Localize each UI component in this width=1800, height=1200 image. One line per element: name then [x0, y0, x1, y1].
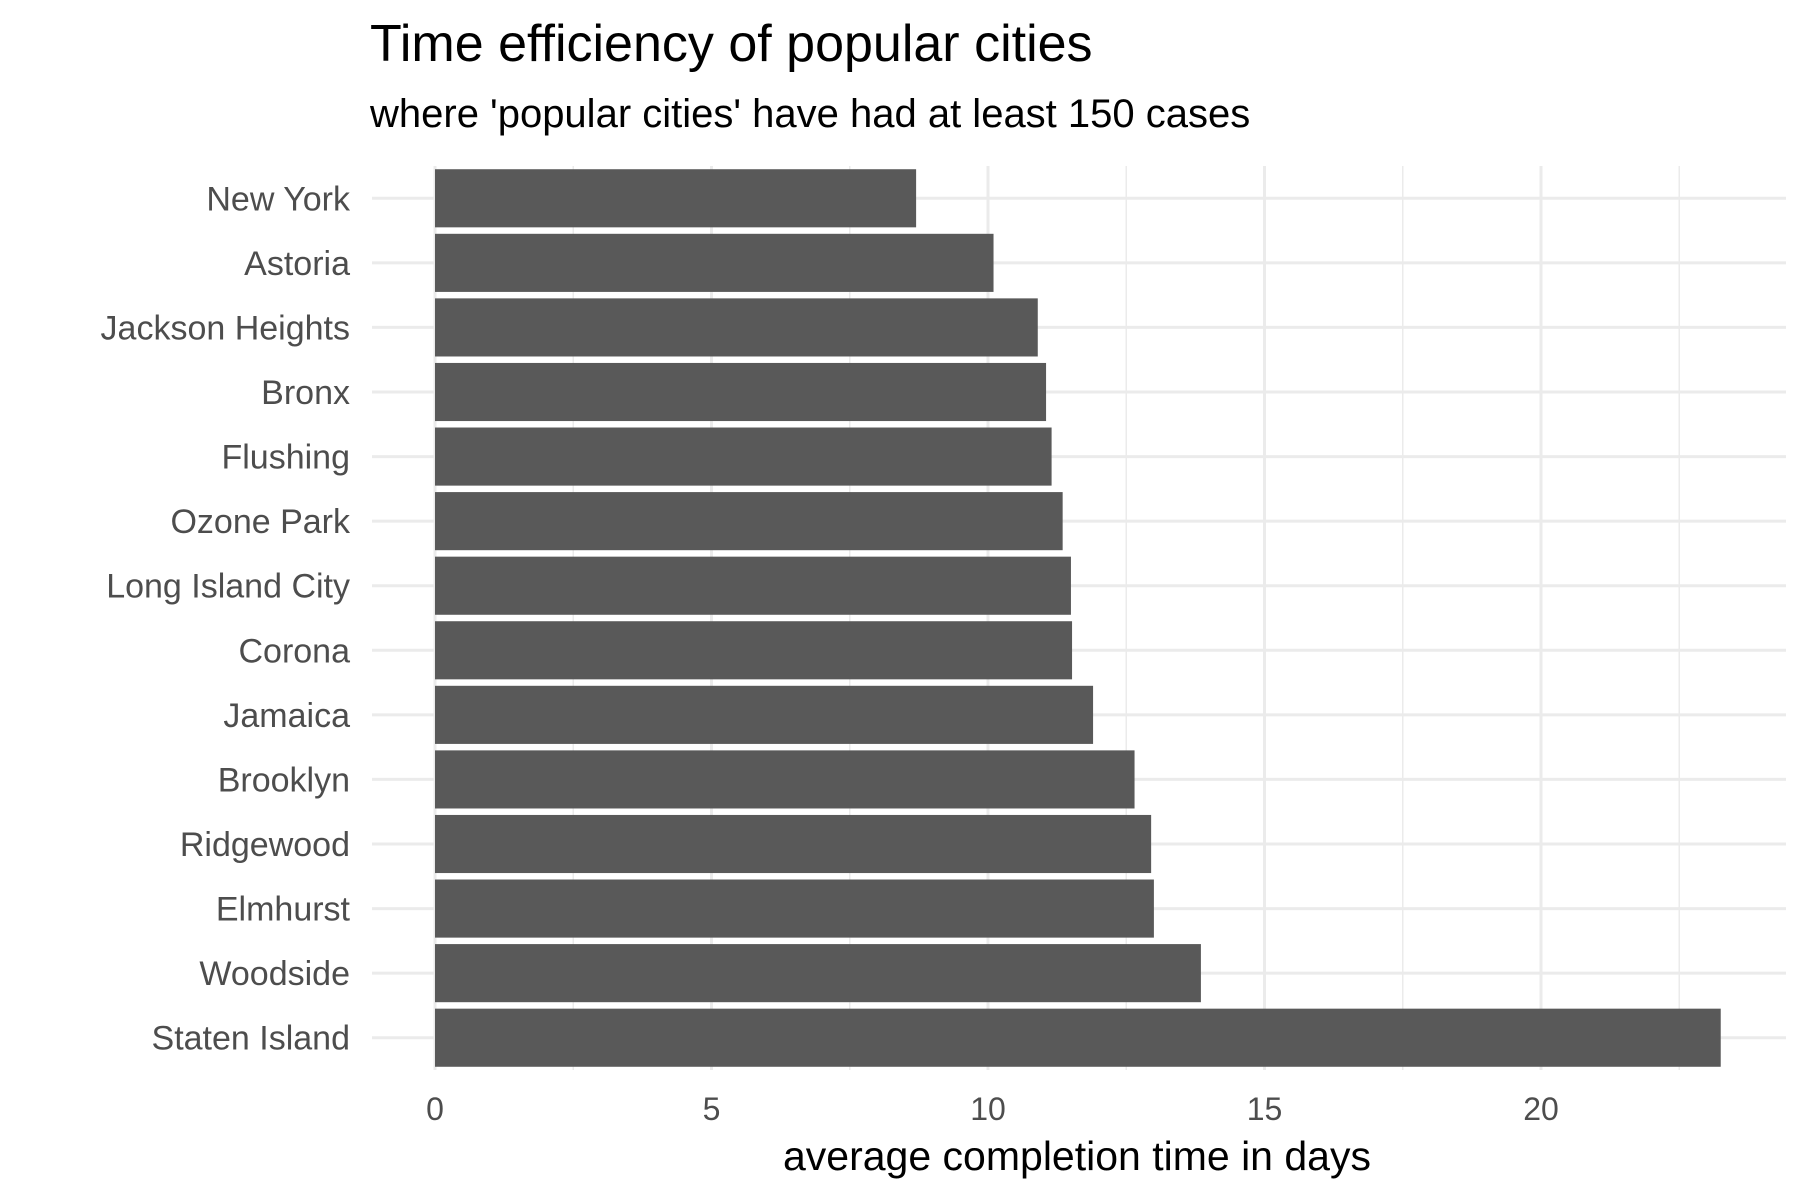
category-label: Corona — [238, 632, 350, 670]
chart-title: Time efficiency of popular cities — [370, 15, 1093, 73]
x-tick-label: 20 — [1523, 1091, 1559, 1127]
category-label: Elmhurst — [216, 891, 351, 929]
chart-subtitle: where 'popular cities' have had at least… — [370, 92, 1251, 136]
category-label: New York — [206, 180, 351, 218]
category-label: Woodside — [199, 955, 350, 993]
category-label: Jamaica — [223, 697, 350, 735]
x-tick-labels: 0 5 10 15 20 — [426, 1091, 1559, 1127]
bars — [435, 169, 1721, 1067]
bar-ridgewood — [435, 814, 1152, 874]
bar-brooklyn — [435, 750, 1135, 809]
bar-elmhurst — [435, 879, 1154, 938]
category-label: Long Island City — [106, 568, 350, 606]
category-label: Flushing — [221, 439, 350, 477]
category-label: Staten Island — [152, 1020, 350, 1058]
category-label: Jackson Heights — [101, 309, 350, 347]
category-label: Ridgewood — [180, 826, 350, 864]
bar-new-york — [435, 169, 917, 228]
bar-corona — [435, 621, 1073, 680]
bar-staten-island — [435, 1008, 1721, 1067]
x-tick-label: 5 — [703, 1091, 721, 1127]
category-label: Ozone Park — [170, 503, 351, 541]
bar-astoria — [435, 233, 994, 292]
bar-bronx — [435, 362, 1047, 422]
x-tick-label: 15 — [1247, 1091, 1283, 1127]
category-labels: New York Astoria Jackson Heights Bronx Flush… — [101, 180, 351, 1057]
bar-flushing — [435, 427, 1052, 486]
category-label: Astoria — [244, 245, 350, 283]
x-axis-title: average completion time in days — [783, 1133, 1371, 1179]
bar-jackson-heights — [435, 298, 1038, 357]
bar-long-island-city — [435, 556, 1071, 615]
category-label: Bronx — [261, 374, 350, 412]
category-label: Brooklyn — [218, 761, 350, 799]
bar-woodside — [435, 944, 1201, 1003]
x-tick-label: 0 — [426, 1091, 444, 1127]
x-tick-label: 10 — [970, 1091, 1006, 1127]
bar-jamaica — [435, 685, 1094, 744]
bar-ozone-park — [435, 492, 1063, 551]
